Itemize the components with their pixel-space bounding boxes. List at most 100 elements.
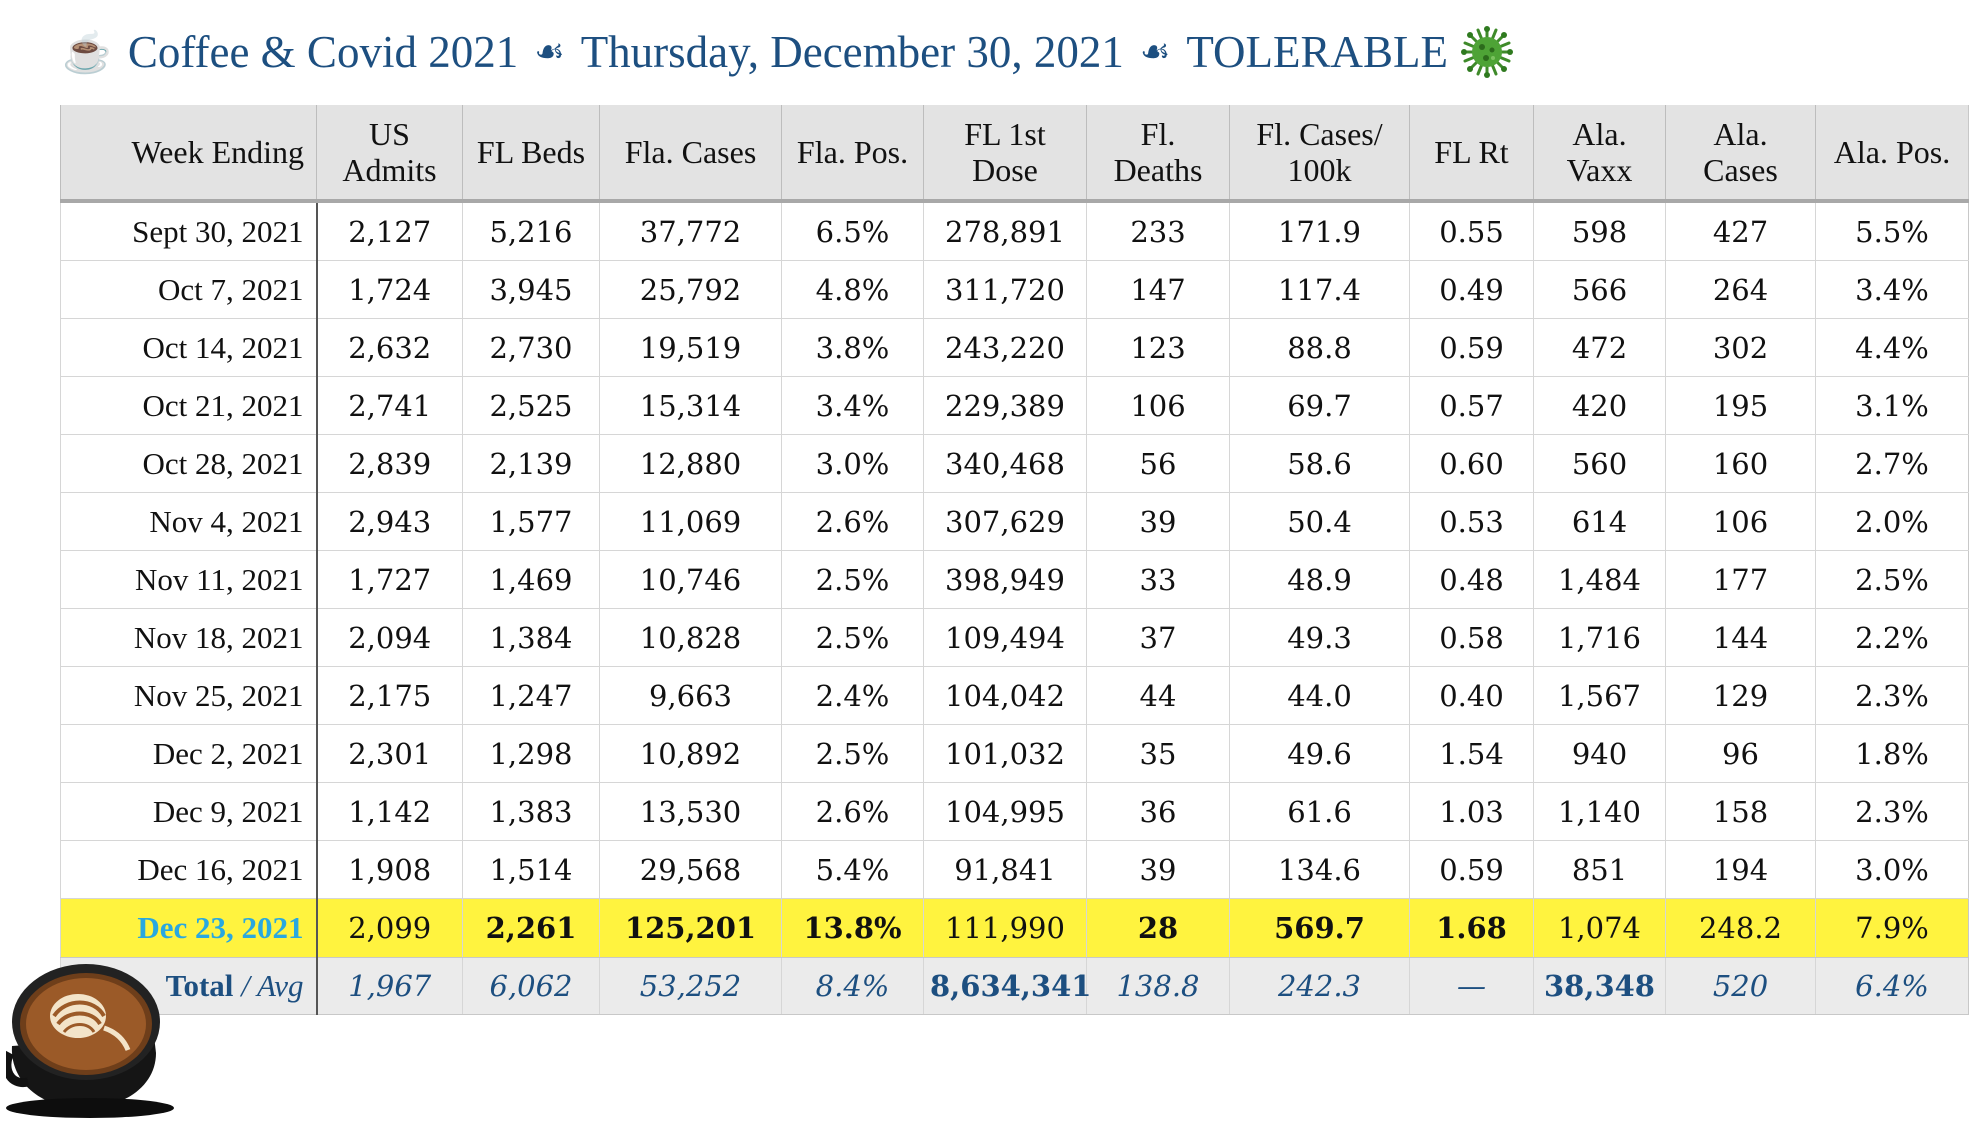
cell-fla-cases: 11,069 [599,492,782,551]
cell-week-ending: Nov 11, 2021 [60,550,318,609]
cell-fl-1st-dose: 307,629 [923,492,1087,551]
highlight-cell-fla-cases: 125,201 [599,898,782,958]
cell-fl-1st-dose: 311,720 [923,260,1087,319]
col-header-us-admits: US Admits [316,105,463,203]
cell-fla-pos: 3.4% [781,376,924,435]
col-header-ala-cases: Ala. Cases [1665,105,1816,203]
cell-ala-cases: 177 [1665,550,1816,609]
table-row: Dec 2, 2021 2,301 1,298 10,892 2.5% 101,032 35… [60,724,1969,783]
cell-fla-pos: 2.6% [781,492,924,551]
cell-fl-rt: 1.54 [1409,724,1534,783]
highlight-row: Dec 23, 2021 2,099 2,261 125,201 13.8% 111,99… [60,898,1969,958]
cell-week-ending: Dec 16, 2021 [60,840,318,899]
cell-fla-cases: 12,880 [599,434,782,493]
cell-fl-beds: 1,298 [462,724,600,783]
col-header-fla-cases: Fla. Cases [599,105,782,203]
cell-fl-1st-dose: 109,494 [923,608,1087,667]
cell-fla-cases: 25,792 [599,260,782,319]
cell-fl-beds: 1,383 [462,782,600,841]
cell-ala-vaxx: 472 [1533,318,1666,377]
cell-fl-deaths: 39 [1086,840,1230,899]
cell-ala-pos: 2.3% [1815,782,1969,841]
cell-ala-pos: 2.7% [1815,434,1969,493]
cell-week-ending: Nov 18, 2021 [60,608,318,667]
cell-fl-deaths: 35 [1086,724,1230,783]
cell-ala-pos: 1.8% [1815,724,1969,783]
table-row: Oct 21, 2021 2,741 2,525 15,314 3.4% 229,389 1… [60,376,1969,435]
cell-fl-rt: 0.49 [1409,260,1534,319]
cell-fl-rt: 0.40 [1409,666,1534,725]
cell-fl-rt: 0.48 [1409,550,1534,609]
cell-week-ending: Nov 4, 2021 [60,492,318,551]
cell-fla-cases: 13,530 [599,782,782,841]
cell-fl-cases-100k: 49.6 [1229,724,1410,783]
total-cell-fla-pos: 8.4% [781,957,924,1015]
highlight-cell-ala-vaxx: 1,074 [1533,898,1666,958]
cell-ala-cases: 195 [1665,376,1816,435]
cell-fl-rt: 0.53 [1409,492,1534,551]
cell-ala-vaxx: 566 [1533,260,1666,319]
cell-us-admits: 2,839 [316,434,463,493]
cell-fl-1st-dose: 229,389 [923,376,1087,435]
cell-ala-cases: 160 [1665,434,1816,493]
cell-ala-vaxx: 851 [1533,840,1666,899]
col-header-ala-vaxx: Ala. Vaxx [1533,105,1666,203]
cell-us-admits: 1,908 [316,840,463,899]
cell-us-admits: 2,094 [316,608,463,667]
total-cell-fl-beds: 6,062 [462,957,600,1015]
col-header-fl-1st-dose: FL 1st Dose [923,105,1087,203]
cell-fla-pos: 4.8% [781,260,924,319]
cell-ala-cases: 158 [1665,782,1816,841]
fleuron-separator-icon: ☙ [1139,34,1171,71]
cell-ala-cases: 427 [1665,201,1816,261]
cell-ala-vaxx: 560 [1533,434,1666,493]
cell-week-ending: Oct 7, 2021 [60,260,318,319]
cell-fl-rt: 0.60 [1409,434,1534,493]
cell-week-ending: Oct 14, 2021 [60,318,318,377]
cell-fl-cases-100k: 49.3 [1229,608,1410,667]
total-cell-ala-vaxx: 38,348 [1533,957,1666,1015]
col-header-fl-deaths: Fl. Deaths [1086,105,1230,203]
cell-fl-beds: 1,514 [462,840,600,899]
cell-fl-1st-dose: 398,949 [923,550,1087,609]
cell-fl-rt: 0.55 [1409,201,1534,261]
cell-us-admits: 2,943 [316,492,463,551]
cell-fla-cases: 10,828 [599,608,782,667]
table-row: Nov 11, 2021 1,727 1,469 10,746 2.5% 398,949 3… [60,550,1969,609]
cell-ala-cases: 302 [1665,318,1816,377]
highlight-cell-fl-deaths: 28 [1086,898,1230,958]
cell-ala-cases: 194 [1665,840,1816,899]
cell-fl-1st-dose: 91,841 [923,840,1087,899]
cell-fla-pos: 2.4% [781,666,924,725]
highlight-cell-ala-cases: 248.2 [1665,898,1816,958]
total-cell-fl-deaths: 138.8 [1086,957,1230,1015]
cell-fl-1st-dose: 104,995 [923,782,1087,841]
table-row: Dec 9, 2021 1,142 1,383 13,530 2.6% 104,995 36… [60,782,1969,841]
cell-fl-rt: 0.59 [1409,318,1534,377]
cell-ala-cases: 96 [1665,724,1816,783]
cell-ala-vaxx: 614 [1533,492,1666,551]
cell-fla-pos: 2.5% [781,608,924,667]
cell-fl-cases-100k: 44.0 [1229,666,1410,725]
cell-fl-deaths: 37 [1086,608,1230,667]
cell-fla-cases: 10,892 [599,724,782,783]
cell-ala-pos: 2.0% [1815,492,1969,551]
highlight-cell-ala-pos: 7.9% [1815,898,1969,958]
table-row: Dec 16, 2021 1,908 1,514 29,568 5.4% 91,841 39… [60,840,1969,899]
total-cell-fl-1st-dose: 8,634,341 [923,957,1091,1015]
cell-fl-1st-dose: 278,891 [923,201,1087,261]
cell-us-admits: 1,142 [316,782,463,841]
virus-icon [1460,25,1514,79]
highlight-cell-fla-pos: 13.8% [781,898,924,958]
cell-fl-cases-100k: 171.9 [1229,201,1410,261]
total-cell-ala-pos: 6.4% [1815,957,1969,1015]
cell-fl-deaths: 123 [1086,318,1230,377]
cell-fl-beds: 1,247 [462,666,600,725]
cell-fl-deaths: 36 [1086,782,1230,841]
cell-fl-rt: 0.58 [1409,608,1534,667]
table-row: Sept 30, 2021 2,127 5,216 37,772 6.5% 278,891… [60,201,1969,261]
cell-ala-pos: 3.4% [1815,260,1969,319]
highlight-cell-fl-cases-100k: 569.7 [1229,898,1410,958]
col-header-ala-pos: Ala. Pos. [1815,105,1969,203]
cell-us-admits: 2,127 [316,201,463,261]
